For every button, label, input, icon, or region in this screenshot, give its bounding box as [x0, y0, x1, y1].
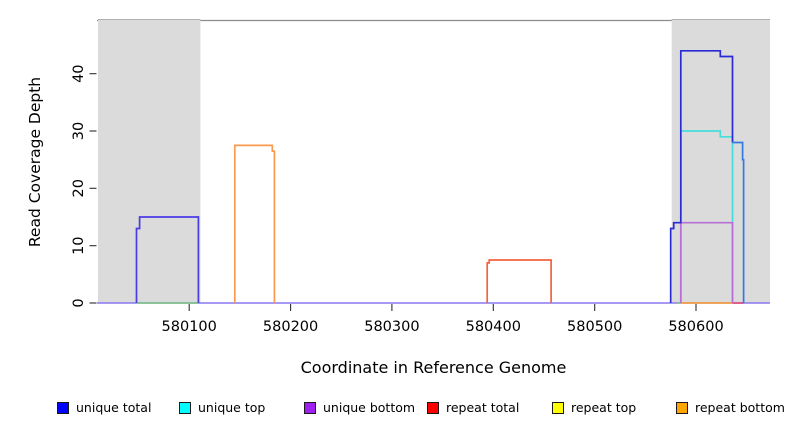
gray-band-left	[98, 19, 201, 304]
x-tick-label: 580600	[668, 319, 723, 335]
series-unique-bottom-right-block	[679, 221, 734, 303]
x-axis-title: Coordinate in Reference Genome	[300, 358, 567, 377]
y-tick-label: 40	[71, 64, 87, 82]
series-unique-total-right-tail	[732, 141, 745, 303]
gray-band-right	[671, 19, 770, 304]
x-tick-label: 580300	[364, 319, 419, 335]
series-unique-total-right-block	[669, 49, 734, 303]
series-repeat-coverage-mid-block	[486, 259, 552, 303]
x-tick-label: 580200	[263, 319, 318, 335]
y-tick-label: 30	[71, 122, 87, 140]
x-tick-label: 580500	[567, 319, 622, 335]
y-tick-label: 0	[71, 298, 87, 307]
series-repeat-bottom-left-block	[233, 144, 276, 303]
y-tick-label: 20	[71, 179, 87, 197]
x-tick-label: 580100	[162, 319, 217, 335]
y-axis-title: Read Coverage Depth	[26, 76, 44, 248]
y-tick-label: 10	[71, 236, 87, 254]
series-unique-total-left-block	[135, 216, 200, 303]
x-tick-label: 580400	[466, 319, 521, 335]
